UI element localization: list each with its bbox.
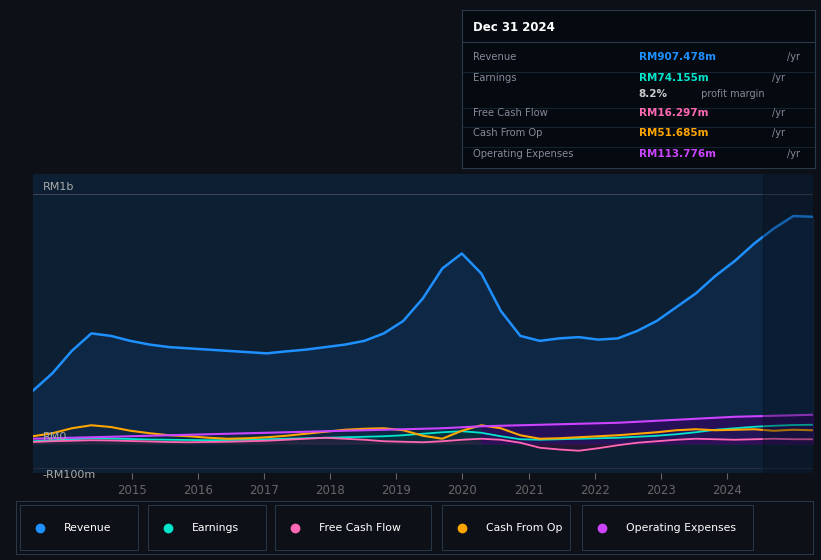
Text: Earnings: Earnings xyxy=(473,73,516,83)
Text: /yr: /yr xyxy=(787,53,800,63)
Text: Operating Expenses: Operating Expenses xyxy=(626,523,736,533)
Text: /yr: /yr xyxy=(773,73,785,83)
Text: RM0: RM0 xyxy=(43,432,67,442)
Bar xyxy=(764,174,813,473)
Text: Revenue: Revenue xyxy=(64,523,112,533)
Text: Earnings: Earnings xyxy=(191,523,239,533)
Text: RM51.685m: RM51.685m xyxy=(639,128,709,138)
Text: /yr: /yr xyxy=(773,128,785,138)
Text: 8.2%: 8.2% xyxy=(639,89,667,99)
Text: profit margin: profit margin xyxy=(698,89,764,99)
Text: Revenue: Revenue xyxy=(473,53,516,63)
Text: Cash From Op: Cash From Op xyxy=(486,523,562,533)
Text: /yr: /yr xyxy=(787,149,800,159)
Text: Free Cash Flow: Free Cash Flow xyxy=(319,523,401,533)
Text: RM74.155m: RM74.155m xyxy=(639,73,709,83)
Text: /yr: /yr xyxy=(773,108,785,118)
Text: RM113.776m: RM113.776m xyxy=(639,149,716,159)
Text: Free Cash Flow: Free Cash Flow xyxy=(473,108,548,118)
Text: RM907.478m: RM907.478m xyxy=(639,53,716,63)
Text: Cash From Op: Cash From Op xyxy=(473,128,542,138)
Text: -RM100m: -RM100m xyxy=(43,470,96,480)
Text: Dec 31 2024: Dec 31 2024 xyxy=(473,21,555,34)
Text: RM16.297m: RM16.297m xyxy=(639,108,709,118)
Text: RM1b: RM1b xyxy=(43,181,74,192)
Text: Operating Expenses: Operating Expenses xyxy=(473,149,573,159)
